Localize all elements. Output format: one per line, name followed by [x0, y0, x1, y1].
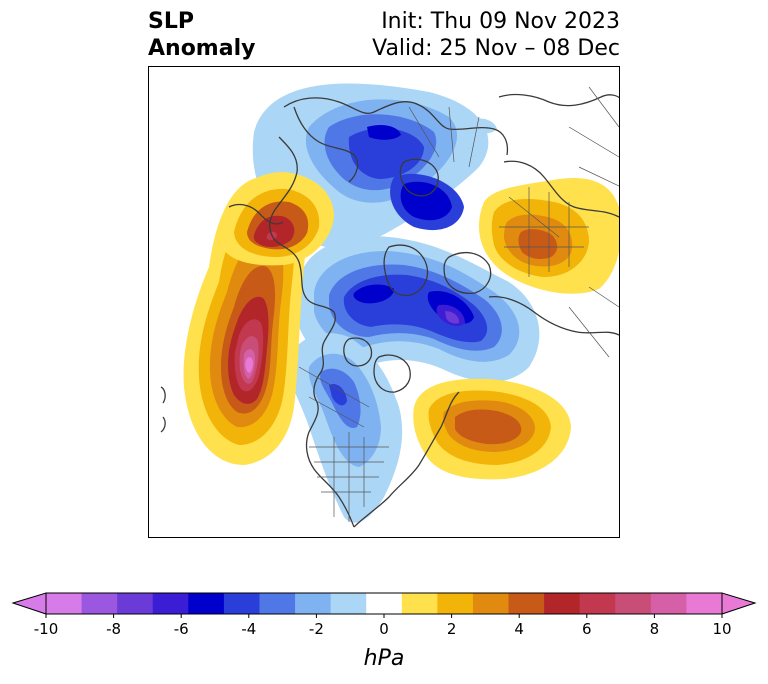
colorbar-cell — [188, 593, 225, 614]
colorbar-cell — [223, 593, 260, 614]
colorbar-tick-label: -6 — [174, 620, 189, 638]
colorbar-tick-label: -8 — [106, 620, 121, 638]
map-canvas — [160, 83, 619, 528]
low-north-america — [288, 333, 403, 523]
colorbar-tick-label: 0 — [379, 620, 389, 638]
colorbar-cell — [544, 593, 581, 614]
colorbar-cell — [472, 593, 510, 614]
colorbar-unit: hPa — [363, 646, 405, 671]
colorbar: -10 -8 -6 -4 -2 0 2 4 6 8 10 — [11, 592, 757, 638]
colorbar-tick-label: 4 — [514, 620, 524, 638]
colorbar-cell — [615, 593, 652, 614]
colorbar-cell — [650, 593, 687, 614]
colorbar-tick-label: 6 — [582, 620, 592, 638]
coastlines — [160, 93, 619, 528]
colorbar-extend-high — [721, 592, 757, 615]
colorbar-cell — [295, 593, 332, 614]
colorbar-cell — [686, 593, 723, 614]
colorbar-tick-label: 10 — [712, 620, 731, 638]
colorbar-cell — [46, 593, 83, 614]
colorbar-cell — [401, 593, 438, 614]
title-line-2: Anomaly — [148, 36, 256, 61]
low-west-small — [257, 118, 497, 141]
high-north-atlantic — [413, 378, 571, 480]
colorbar-tick-label: 2 — [447, 620, 457, 638]
colorbar-cell — [259, 593, 296, 614]
colorbar-cell — [330, 593, 367, 614]
colorbar-cell — [117, 593, 154, 614]
colorbar-tick-label: -2 — [309, 620, 324, 638]
colorbar-cell — [366, 593, 403, 614]
colorbar-tick-label: 8 — [650, 620, 660, 638]
colorbar-tick-label: -10 — [34, 620, 59, 638]
colorbar-cell — [579, 593, 616, 614]
colorbar-cell — [81, 593, 118, 614]
colorbar-cell — [508, 593, 545, 614]
anomaly-map — [148, 66, 620, 538]
borders — [298, 86, 619, 522]
high-alaska — [219, 172, 334, 266]
date-info: Init: Thu 09 Nov 2023 Valid: 25 Nov – 08… — [372, 8, 620, 62]
init-date: Init: Thu 09 Nov 2023 — [381, 9, 620, 34]
colorbar-extend-low — [11, 592, 47, 615]
colorbar-tick-label: -4 — [241, 620, 256, 638]
valid-range: Valid: 25 Nov – 08 Dec — [372, 36, 620, 61]
colorbar-cell — [152, 593, 189, 614]
colorbar-cells — [45, 592, 723, 615]
colorbar-cell — [437, 593, 474, 614]
high-eastern-europe — [479, 178, 619, 294]
colorbar-ticks: -10 -8 -6 -4 -2 0 2 4 6 8 10 — [34, 614, 732, 638]
map-title: SLP Anomaly — [148, 8, 255, 62]
title-line-1: SLP — [148, 9, 194, 34]
